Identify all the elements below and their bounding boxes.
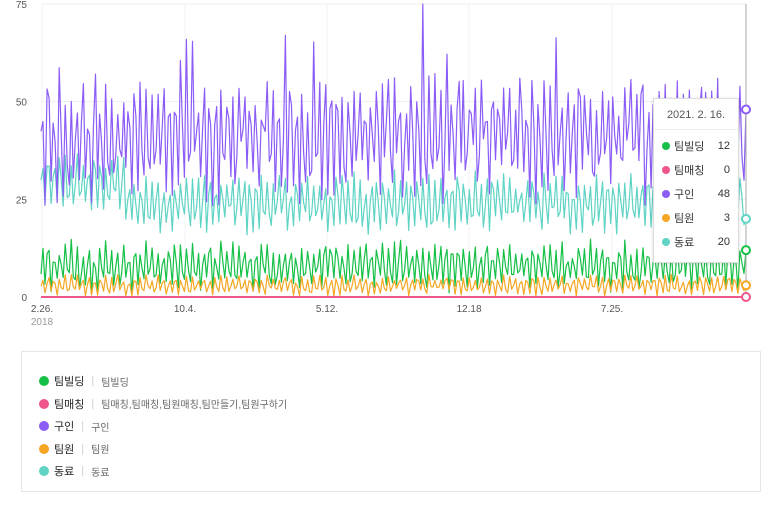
legend-item[interactable]: 구인 | 구인 <box>22 415 760 438</box>
legend-dot-icon <box>39 443 49 454</box>
legend-separator: | <box>91 397 95 410</box>
series-dot-icon <box>662 214 670 222</box>
tooltip-series-value: 20 <box>717 236 730 248</box>
y-tick-label: 50 <box>16 98 28 109</box>
legend-keywords: 구인 <box>91 422 110 434</box>
x-tick-label: 5.12. <box>316 304 338 315</box>
legend-dot-icon <box>39 421 49 432</box>
tooltip-series-value: 48 <box>717 188 730 200</box>
tooltip-series-name: 동료 <box>674 237 695 249</box>
legend-separator: | <box>81 442 85 455</box>
tooltip-date: 2021. 2. 16. <box>654 99 738 130</box>
legend-keywords: 팀빌딩 <box>101 377 129 389</box>
hover-cursor <box>741 4 751 302</box>
x-tick-label: 12.18 <box>456 304 481 315</box>
legend-dot-icon <box>39 466 49 477</box>
tooltip-series-name: 구인 <box>674 189 695 201</box>
legend-separator: | <box>81 420 85 433</box>
endpoint-marker <box>741 280 751 291</box>
legend-item[interactable]: 팀매칭 | 팀매칭,팀매칭,팀원매칭,팀만들기,팀원구하기 <box>22 393 760 416</box>
tooltip-row: 팀원 3 <box>654 206 738 230</box>
series-lines <box>40 3 747 298</box>
x-tick-label: 2.26. <box>31 304 53 315</box>
legend-series-name: 구인 <box>54 421 75 434</box>
y-tick-label: 75 <box>16 0 28 11</box>
legend-panel: 팀빌딩 | 팀빌딩 팀매칭 | 팀매칭,팀매칭,팀원매칭,팀만들기,팀원구하기 구인 | 구인 팀… <box>21 351 761 492</box>
legend-series-name: 팀원 <box>54 443 75 456</box>
tooltip-series-value: 0 <box>723 164 730 176</box>
legend-item[interactable]: 팀빌딩 | 팀빌딩 <box>22 370 760 393</box>
tooltip-series-value: 12 <box>717 140 730 152</box>
tooltip-row: 구인 48 <box>654 182 738 206</box>
tooltip-series-name: 팀빌딩 <box>674 141 705 153</box>
series-line-동료 <box>40 153 747 236</box>
tooltip-row: 동료 20 <box>654 230 738 254</box>
x-tick-year: 2018 <box>31 317 54 328</box>
y-axis-ticks: 0 25 50 75 <box>16 0 28 304</box>
x-tick-label: 7.25. <box>601 304 623 315</box>
series-line-구인 <box>40 3 747 207</box>
x-tick-label: 10.4. <box>174 304 196 315</box>
legend-dot-icon <box>39 376 49 387</box>
legend-separator: | <box>81 465 85 478</box>
legend-keywords: 팀원 <box>91 445 110 457</box>
series-line-팀원 <box>40 273 747 297</box>
series-dot-icon <box>662 142 670 150</box>
endpoint-marker <box>741 245 751 256</box>
legend-item[interactable]: 동료 | 동료 <box>22 460 760 483</box>
series-dot-icon <box>662 238 670 246</box>
x-axis-ticks: 2.26. 10.4. 5.12. 12.18 7.25. 2018 <box>31 304 623 328</box>
chart-tooltip: 2021. 2. 16. 팀빌딩 12 팀매칭 0 구인 48 팀원 3 동료 20 <box>653 98 739 263</box>
y-tick-label: 25 <box>16 195 28 206</box>
legend-separator: | <box>91 375 95 388</box>
legend-keywords: 팀매칭,팀매칭,팀원매칭,팀만들기,팀원구하기 <box>101 400 288 412</box>
tooltip-series-name: 팀원 <box>674 213 695 225</box>
series-dot-icon <box>662 190 670 198</box>
line-chart: 0 25 50 75 2.26. 10.4. 5.12. 12.18 7.25. 2018 <box>16 0 751 328</box>
tooltip-row: 팀매칭 0 <box>654 158 738 182</box>
endpoint-marker <box>741 213 751 224</box>
legend-series-name: 팀빌딩 <box>54 376 85 389</box>
tooltip-row: 팀빌딩 12 <box>654 134 738 158</box>
endpoint-marker <box>741 104 751 115</box>
tooltip-series-name: 팀매칭 <box>674 165 705 177</box>
series-line-팀빌딩 <box>40 238 747 295</box>
endpoint-marker <box>741 292 751 302</box>
series-dot-icon <box>662 166 670 174</box>
legend-item[interactable]: 팀원 | 팀원 <box>22 438 760 461</box>
tooltip-series-value: 3 <box>723 212 730 224</box>
legend-series-name: 동료 <box>54 466 75 479</box>
legend-keywords: 동료 <box>91 467 110 479</box>
y-tick-label: 0 <box>21 293 27 304</box>
legend-series-name: 팀매칭 <box>54 398 85 411</box>
legend-dot-icon <box>39 398 49 409</box>
